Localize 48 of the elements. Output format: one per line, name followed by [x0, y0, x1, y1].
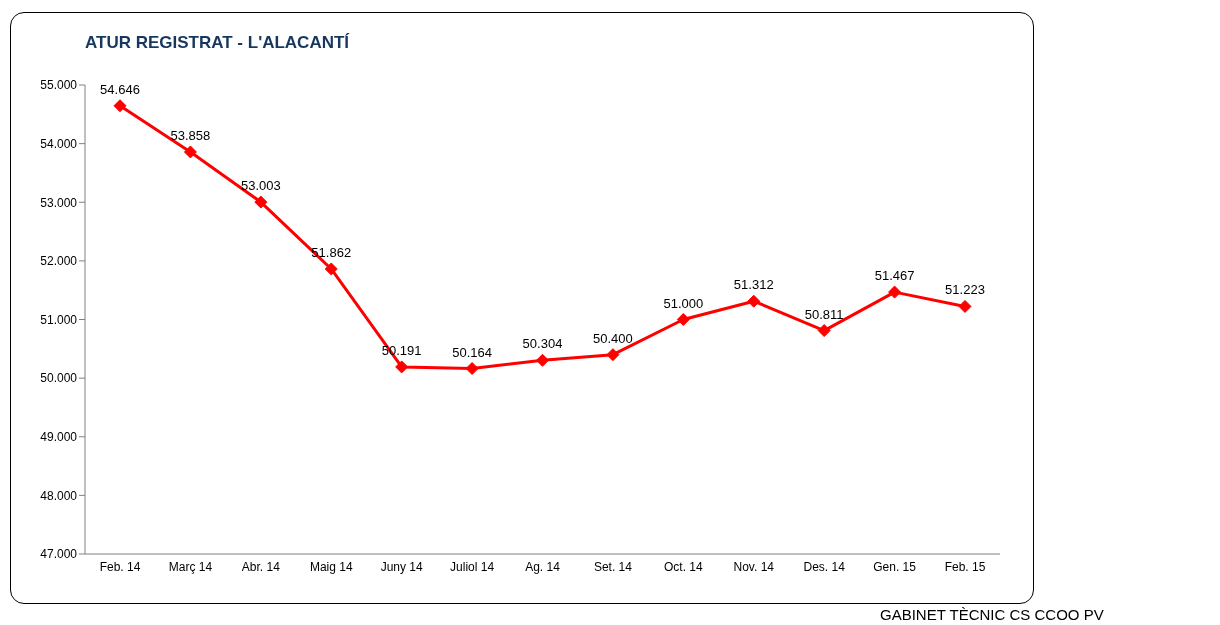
x-tick-label: Juliol 14: [450, 559, 495, 574]
point: [606, 348, 620, 362]
data-label: 51.223: [945, 282, 985, 298]
x-tick-label: Set. 14: [593, 559, 633, 574]
data-label: 54.646: [100, 81, 140, 97]
x-tick-label: Oct. 14: [663, 559, 703, 574]
point: [395, 360, 409, 374]
y-tick-label: 47.000: [40, 547, 78, 562]
data-label: 50.811: [804, 306, 844, 322]
text: GABINET TÈCNIC CS CCOO PV: [880, 606, 1104, 623]
x-tick-label: Juny 14: [380, 559, 424, 574]
y-tick-label: 54.000: [40, 136, 78, 151]
x-tick-label: Ag. 14: [525, 559, 561, 574]
data-label: 53.003: [240, 178, 281, 194]
y-tick-label: 48.000: [40, 488, 78, 503]
x-tick-label: Març 14: [168, 559, 213, 574]
point: [888, 285, 902, 299]
point: [254, 195, 268, 209]
point: [536, 353, 549, 367]
data-label: 51.467: [874, 268, 915, 284]
point: [183, 145, 197, 159]
point: [113, 99, 127, 113]
point: [465, 362, 479, 376]
x-tick-label: Maig 14: [309, 559, 353, 574]
x-tick-label: Gen. 15: [873, 559, 917, 574]
point: [817, 324, 831, 338]
point: [958, 299, 972, 313]
x-tick-label: Abr. 14: [241, 559, 281, 574]
data-label: 50.164: [452, 344, 492, 360]
y-tick-label: 49.000: [40, 430, 78, 445]
x-tick-label: Nov. 14: [733, 559, 775, 574]
point: [324, 262, 338, 276]
x-tick-label: Feb. 15: [944, 559, 986, 574]
x-tick-label: Des. 14: [803, 559, 846, 574]
point: [747, 294, 761, 308]
x-tick-label: Feb. 14: [99, 559, 141, 574]
data-label: 50.304: [522, 336, 563, 352]
y-tick-label: 55.000: [40, 78, 78, 93]
data-label: 53.858: [170, 127, 211, 143]
point: [676, 313, 690, 326]
y-tick-label: 50.000: [40, 371, 78, 386]
y-tick-label: 52.000: [40, 254, 78, 269]
y-tick-label: 53.000: [40, 195, 78, 210]
chart-title: ATUR REGISTRAT - L'ALACANTÍ: [85, 33, 350, 53]
data-label: 51.000: [663, 295, 704, 311]
data-label: 51.312: [733, 277, 774, 293]
y-tick-label: 51.000: [40, 312, 78, 327]
data-label: 50.400: [593, 330, 633, 346]
